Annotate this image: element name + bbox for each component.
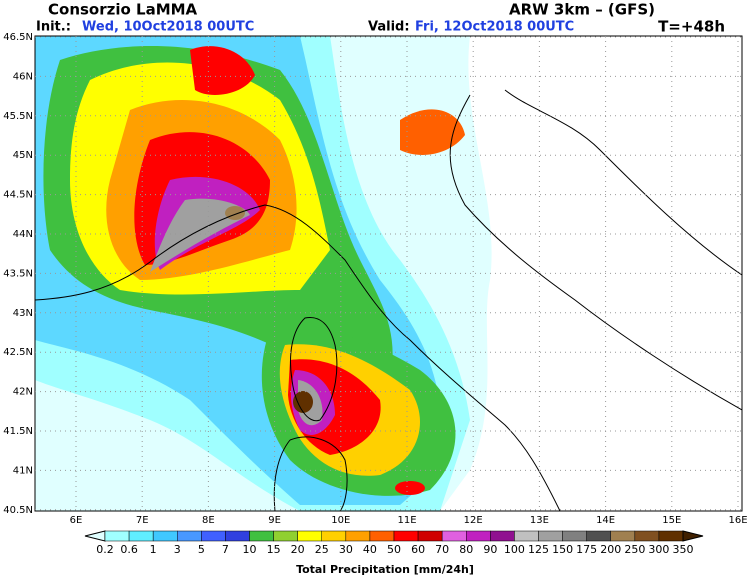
- valid-label: Valid:: [368, 20, 410, 35]
- colorbar-swatch: [345, 530, 371, 542]
- colorbar-swatch: [128, 530, 154, 542]
- lat-label: 41N: [13, 465, 33, 476]
- colorbar-swatch: [634, 530, 660, 542]
- colorbar-swatch: [321, 530, 347, 542]
- lat-label: 40.5N: [3, 505, 33, 516]
- init-time: Wed, 10Oct2018 00UTC: [82, 20, 254, 35]
- colorbar-label: 0.2: [96, 543, 114, 556]
- lat-label: 42.5N: [3, 347, 33, 358]
- lat-label: 45.5N: [3, 111, 33, 122]
- colorbar-under: [84, 530, 106, 542]
- coastlines: [35, 89, 742, 511]
- lat-label: 45N: [13, 150, 33, 161]
- model: ARW 3km – (GFS): [509, 1, 655, 19]
- colorbar-swatch: [297, 530, 322, 542]
- colorbar-label: 20: [291, 543, 305, 556]
- lon-label: 6E: [70, 515, 83, 526]
- lon-label: 8E: [202, 515, 215, 526]
- colorbar-label: 150: [552, 543, 573, 556]
- colorbar-label: 50: [387, 543, 401, 556]
- init-label: Init.:: [36, 20, 71, 35]
- lon-label: 10E: [331, 515, 350, 526]
- map-field: [35, 36, 742, 511]
- colorbar-swatch: [393, 530, 419, 542]
- colorbar-swatch: [177, 530, 202, 542]
- colorbar-over: [682, 530, 704, 542]
- colorbar-swatch: [490, 530, 515, 542]
- colorbar-swatch: [249, 530, 274, 542]
- colorbar-swatch: [369, 530, 395, 542]
- lat-label: 43N: [13, 308, 33, 319]
- colorbar-swatch: [417, 530, 443, 542]
- colorbar-swatch: [514, 530, 539, 542]
- colorbar-swatch: [466, 530, 491, 542]
- lon-label: 11E: [397, 515, 416, 526]
- lon-label: 13E: [530, 515, 549, 526]
- colorbar-swatch: [658, 530, 684, 542]
- lon-label: 7E: [136, 515, 149, 526]
- valid-time: Fri, 12Oct2018 00UTC: [415, 20, 574, 35]
- lon-label: 14E: [596, 515, 615, 526]
- lead-time: T=+48h: [658, 18, 725, 36]
- colorbar-label: 175: [576, 543, 597, 556]
- colorbar-label: 250: [624, 543, 645, 556]
- colorbar-label: 40: [363, 543, 377, 556]
- lat-label: 46.5N: [3, 32, 33, 43]
- colorbar-label: 70: [435, 543, 449, 556]
- colorbar-label: 30: [339, 543, 353, 556]
- colorbar-swatch: [586, 530, 612, 542]
- colorbar-label: 80: [459, 543, 473, 556]
- colorbar-swatch: [201, 530, 226, 542]
- colorbar-label: 1: [150, 543, 157, 556]
- colorbar-label: 3: [174, 543, 181, 556]
- colorbar-label: 90: [483, 543, 497, 556]
- lon-label: 15E: [662, 515, 681, 526]
- lat-label: 46N: [13, 71, 33, 82]
- colorbar-label: 7: [222, 543, 229, 556]
- colorbar-swatch: [538, 530, 563, 542]
- lat-label: 42N: [13, 387, 33, 398]
- lat-label: 44.5N: [3, 190, 33, 201]
- colorbar-label: 350: [673, 543, 694, 556]
- colorbar-title: Total Precipitation [mm/24h]: [296, 563, 474, 576]
- colorbar-label: 100: [504, 543, 525, 556]
- colorbar-swatch: [225, 530, 250, 542]
- colorbar-label: 5: [198, 543, 205, 556]
- colorbar-label: 60: [411, 543, 425, 556]
- colorbar-label: 25: [315, 543, 329, 556]
- lon-label: 9E: [268, 515, 281, 526]
- colorbar-swatch: [562, 530, 587, 542]
- lon-label: 16E: [728, 515, 747, 526]
- colorbar-label: 200: [600, 543, 621, 556]
- colorbar-label: 300: [648, 543, 669, 556]
- lat-label: 43.5N: [3, 268, 33, 279]
- colorbar-swatch: [610, 530, 636, 542]
- colorbar-label: 10: [243, 543, 257, 556]
- colorbar-swatch: [104, 530, 130, 542]
- lat-label: 44N: [13, 229, 33, 240]
- colorbar-label: 125: [528, 543, 549, 556]
- colorbar-label: 15: [267, 543, 281, 556]
- colorbar-swatch: [152, 530, 178, 542]
- colorbar-swatch: [441, 530, 467, 542]
- lon-label: 12E: [464, 515, 483, 526]
- lat-label: 41.5N: [3, 426, 33, 437]
- colorbar-label: 0.6: [120, 543, 138, 556]
- colorbar-swatch: [273, 530, 298, 542]
- title: Consorzio LaMMA: [48, 1, 198, 19]
